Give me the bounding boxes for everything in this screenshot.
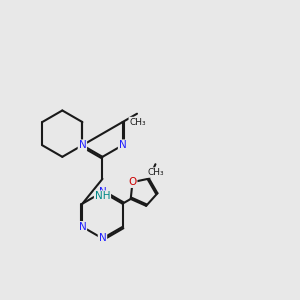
Text: N: N — [99, 187, 106, 197]
Text: N: N — [79, 222, 86, 232]
Text: N: N — [99, 233, 106, 243]
Text: O: O — [128, 177, 136, 187]
Text: N: N — [79, 140, 86, 150]
Text: CH₃: CH₃ — [147, 168, 164, 177]
Text: CH₃: CH₃ — [129, 118, 146, 127]
Text: N: N — [119, 140, 126, 150]
Text: NH: NH — [95, 191, 110, 201]
